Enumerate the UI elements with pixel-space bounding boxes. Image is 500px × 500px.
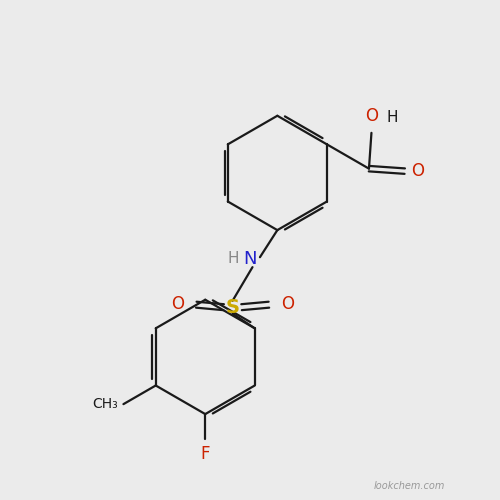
Text: O: O bbox=[282, 294, 294, 312]
Text: CH₃: CH₃ bbox=[92, 397, 118, 411]
Text: O: O bbox=[411, 162, 424, 180]
Text: H: H bbox=[228, 251, 239, 266]
Text: O: O bbox=[365, 108, 378, 126]
Text: N: N bbox=[244, 250, 257, 268]
Text: F: F bbox=[200, 446, 210, 464]
Text: H: H bbox=[386, 110, 398, 126]
Text: lookchem.com: lookchem.com bbox=[374, 481, 445, 491]
Text: O: O bbox=[171, 294, 184, 312]
Text: S: S bbox=[226, 298, 239, 316]
